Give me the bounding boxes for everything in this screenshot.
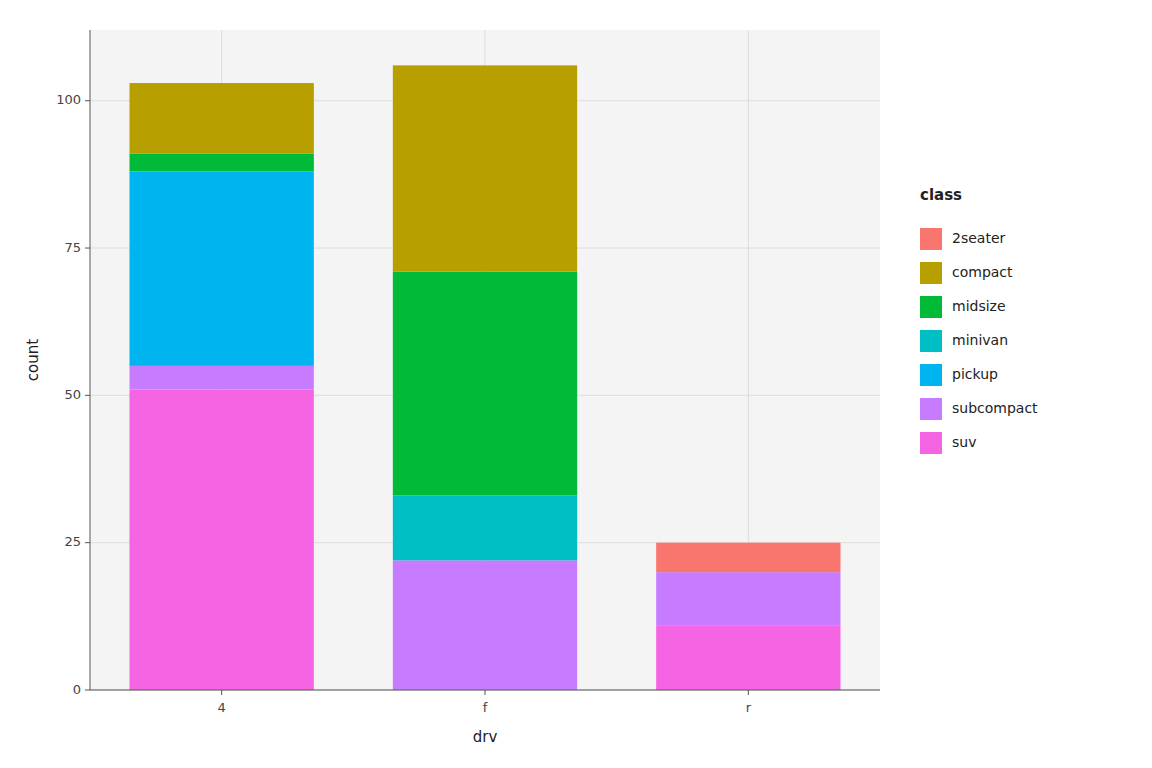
x-tick-label: f (483, 700, 488, 715)
y-axis-line (90, 30, 91, 690)
x-tick-label: 4 (218, 700, 226, 715)
bar-segment (393, 65, 577, 271)
bar-segment (130, 171, 314, 365)
legend-label: midsize (952, 298, 1006, 314)
x-axis-label: drv (473, 728, 498, 746)
legend-label: compact (952, 264, 1013, 280)
y-tick-label: 25 (64, 534, 81, 549)
bar-segment (393, 496, 577, 561)
y-tick (85, 100, 90, 101)
x-tick (748, 690, 749, 695)
x-tick (485, 690, 486, 695)
y-tick (85, 542, 90, 543)
bar-segment (130, 83, 314, 154)
background (0, 0, 1152, 768)
bars (130, 65, 841, 690)
bar-segment (393, 272, 577, 496)
bar-segment (656, 543, 840, 572)
legend-label: suv (952, 434, 976, 450)
y-axis-label: count (24, 339, 42, 381)
bar-segment (393, 65, 577, 66)
bar-segment (130, 154, 314, 172)
y-tick-label: 50 (64, 387, 81, 402)
bar-segment (656, 625, 840, 690)
x-tick-label: r (746, 700, 752, 715)
bar-segment (130, 366, 314, 390)
x-tick (221, 690, 222, 695)
bar-segment (656, 572, 840, 625)
y-tick-label: 75 (64, 240, 81, 255)
legend-swatch (920, 296, 942, 318)
legend-title: class (920, 186, 962, 204)
legend-swatch (920, 262, 942, 284)
bar-segment (130, 83, 314, 84)
legend-label: pickup (952, 366, 998, 382)
legend-swatch (920, 398, 942, 420)
legend-swatch (920, 364, 942, 386)
y-tick-label: 100 (56, 92, 81, 107)
bar-segment (130, 389, 314, 690)
bar-segment (393, 560, 577, 690)
y-tick (85, 395, 90, 396)
y-tick-label: 0 (73, 682, 81, 697)
legend-label: minivan (952, 332, 1008, 348)
legend-label: 2seater (952, 230, 1005, 246)
legend-swatch (920, 330, 942, 352)
legend-swatch (920, 432, 942, 454)
y-tick (85, 690, 90, 691)
legend-label: subcompact (952, 400, 1038, 416)
y-tick (85, 248, 90, 249)
legend-swatch (920, 228, 942, 250)
chart: 0 25 50 75 100 4 f r drv count class 2seater compact… (0, 0, 1152, 768)
plot-area (90, 30, 880, 690)
legend: class 2seater compact midsize minivan pickup s… (920, 186, 1038, 454)
